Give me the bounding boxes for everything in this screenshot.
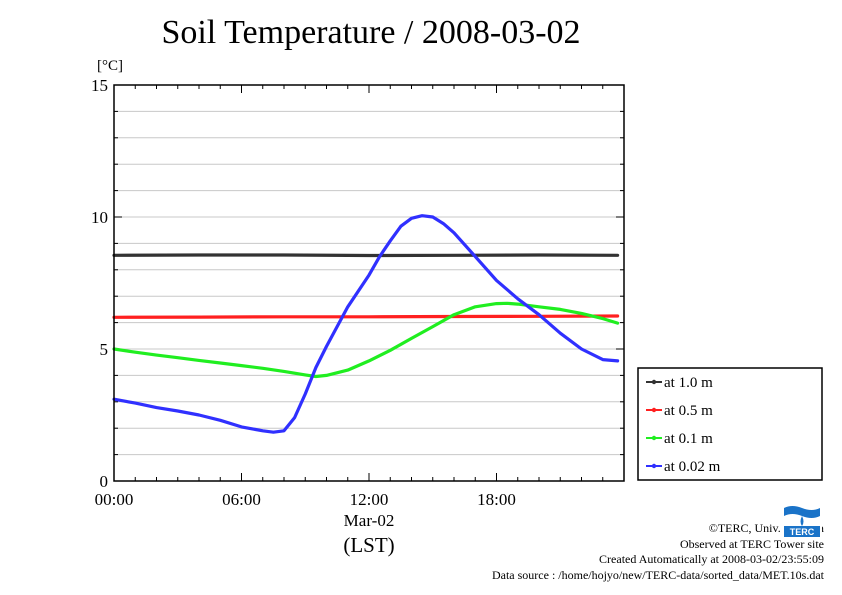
credit-source: Data source : /home/hojyo/new/TERC-data/… — [491, 567, 824, 582]
legend-swatch-dot — [651, 407, 657, 413]
series-line-3 — [112, 301, 620, 379]
chart-title: Soil Temperature / 2008-03-02 — [161, 14, 581, 51]
legend-label: at 0.02 m — [664, 459, 721, 475]
series-line-1 — [112, 253, 620, 258]
x-tick-label: 12:00 — [350, 490, 389, 509]
credit-created: Created Automatically at 2008-03-02/23:5… — [599, 552, 824, 566]
credits-block: ©TERC, Univ. Tsukuba Observed at TERC To… — [492, 521, 824, 583]
x-tick-label: 18:00 — [477, 490, 516, 509]
legend-label: at 1.0 m — [664, 375, 713, 391]
series-line-4 — [112, 214, 620, 434]
plot-frame — [113, 84, 625, 482]
x-tick-label: 06:00 — [222, 490, 261, 509]
logo-text: TERC — [790, 527, 815, 537]
y-tick-label: 5 — [100, 340, 109, 359]
legend-label: at 0.1 m — [664, 431, 713, 447]
legend-swatch-dot — [651, 435, 657, 441]
x-tick-label: 00:00 — [95, 490, 134, 509]
legend-box — [637, 367, 823, 481]
date-label: Mar-02 — [344, 511, 395, 530]
legend-label: at 0.5 m — [664, 403, 713, 419]
legend-swatch-dot — [651, 379, 657, 385]
credit-observed: Observed at TERC Tower site — [679, 536, 824, 551]
y-axis-label: [°C] — [97, 58, 123, 74]
terc-logo-icon: TERC — [782, 504, 822, 538]
legend-swatch-dot — [651, 463, 657, 469]
credit-copyright: ©TERC, Univ. Tsukuba — [708, 521, 824, 535]
x-axis-label: (LST) — [343, 533, 394, 557]
y-tick-label: 10 — [91, 208, 108, 227]
y-tick-label: 0 — [100, 472, 109, 491]
y-tick-label: 15 — [91, 76, 108, 95]
